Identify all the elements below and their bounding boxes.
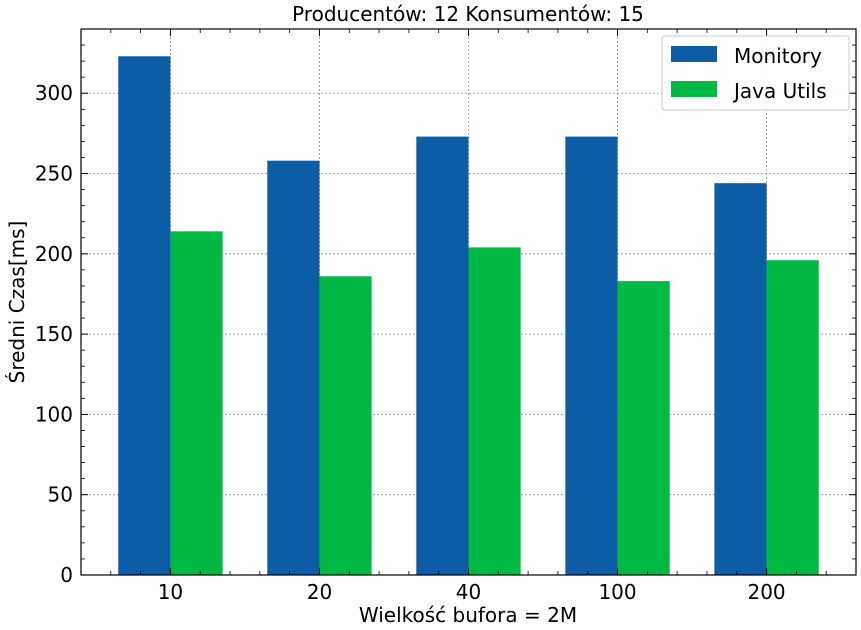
y-tick-label: 300 [35,81,73,105]
bar-monitory-100 [565,136,618,575]
bar-monitory-40 [416,136,469,575]
y-tick-label: 50 [48,483,73,507]
bar-java-utils-200 [766,260,819,575]
y-tick-label: 200 [35,242,73,266]
legend-swatch-monitory [671,46,717,62]
legend: Monitory Java Utils [661,35,850,111]
bars [118,56,819,576]
y-tick-label: 150 [35,322,73,346]
legend-label-java-utils: Java Utils [732,79,827,103]
bar-monitory-20 [267,160,320,575]
bar-java-utils-10 [170,231,223,575]
y-tick-label: 0 [60,563,73,587]
x-axis-label: Wielkość bufora = 2M [359,603,577,627]
y-tick-label: 100 [35,402,73,426]
x-tick-label: 40 [456,580,481,604]
y-axis-label: Średni Czas[ms] [5,221,29,384]
bar-java-utils-40 [468,247,521,575]
chart-title: Producentów: 12 Konsumentów: 15 [292,2,644,26]
y-tick-label: 250 [35,162,73,186]
axis-ticks: 0 50 100 150 200 250 300 10 20 40 100 200 [35,28,856,604]
bar-java-utils-100 [617,281,670,575]
bar-monitory-10 [118,56,171,576]
bar-monitory-200 [714,183,767,575]
x-tick-label: 20 [307,580,332,604]
legend-label-monitory: Monitory [734,44,822,68]
x-tick-label: 10 [158,580,183,604]
x-tick-label: 100 [598,580,636,604]
x-tick-label: 200 [747,580,785,604]
legend-swatch-java-utils [671,81,717,97]
bar-java-utils-20 [319,276,372,575]
